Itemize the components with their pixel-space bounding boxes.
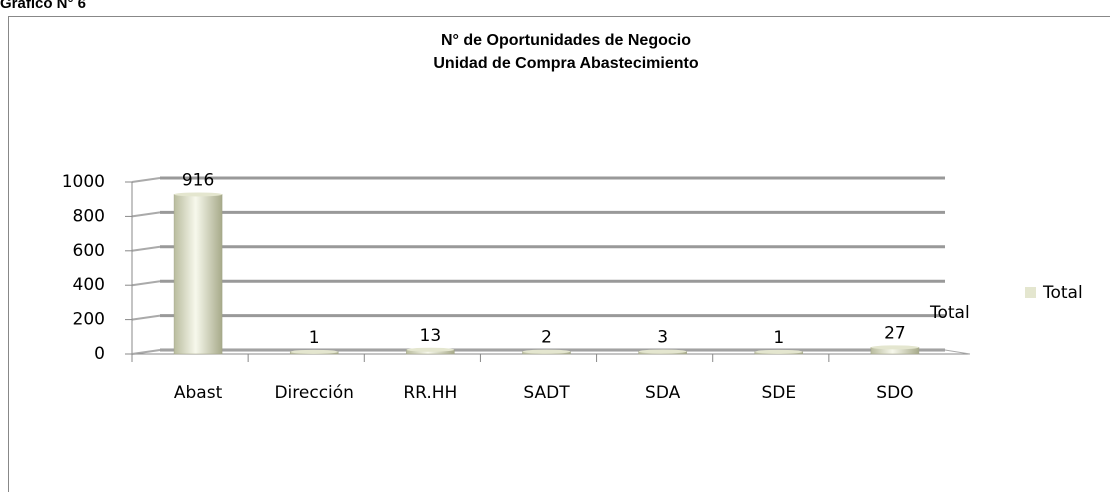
grid-line [131,211,161,218]
bar-top [406,347,455,352]
x-tick-label: Abast [174,383,223,403]
legend-label: Total [1042,283,1083,303]
grid-line [131,245,161,252]
grid-line [131,177,161,183]
value-label: 916 [182,170,214,190]
bar-top [754,349,803,354]
grid-line [131,314,161,321]
bar-top [522,349,571,354]
chart-title: N° de Oportunidades de Negocio [441,32,691,49]
y-tick-label: 600 [73,241,105,261]
legend-swatch [1025,287,1036,298]
x-tick-label: SDE [761,383,796,403]
chart-frame [8,16,1110,492]
y-tick-label: 1000 [62,172,105,192]
y-tick-label: 800 [73,206,105,226]
value-label: 27 [884,323,906,343]
value-label: 13 [420,326,442,346]
bar-top [174,192,223,197]
bar-top [870,345,919,350]
y-tick-label: 0 [94,344,105,364]
x-tick-label: SDO [876,383,913,403]
bar-top [290,349,339,354]
annotation: Total [929,303,970,323]
x-tick-label: RR.HH [403,383,457,403]
value-label: 2 [541,328,552,348]
x-tick-label: Dirección [274,383,353,403]
grid-line [131,280,161,287]
value-label: 1 [773,328,784,348]
header: Gráfico N° 6 [0,0,86,12]
x-tick-label: SDA [645,383,681,403]
value-label: 1 [309,328,320,348]
x-tick-label: SADT [523,383,570,403]
y-tick-label: 400 [73,275,105,295]
bar-top [638,349,687,354]
value-label: 3 [657,327,668,347]
bar [173,194,223,355]
y-tick-label: 200 [73,310,105,330]
chart-subtitle: Unidad de Compra Abastecimiento [433,55,698,72]
